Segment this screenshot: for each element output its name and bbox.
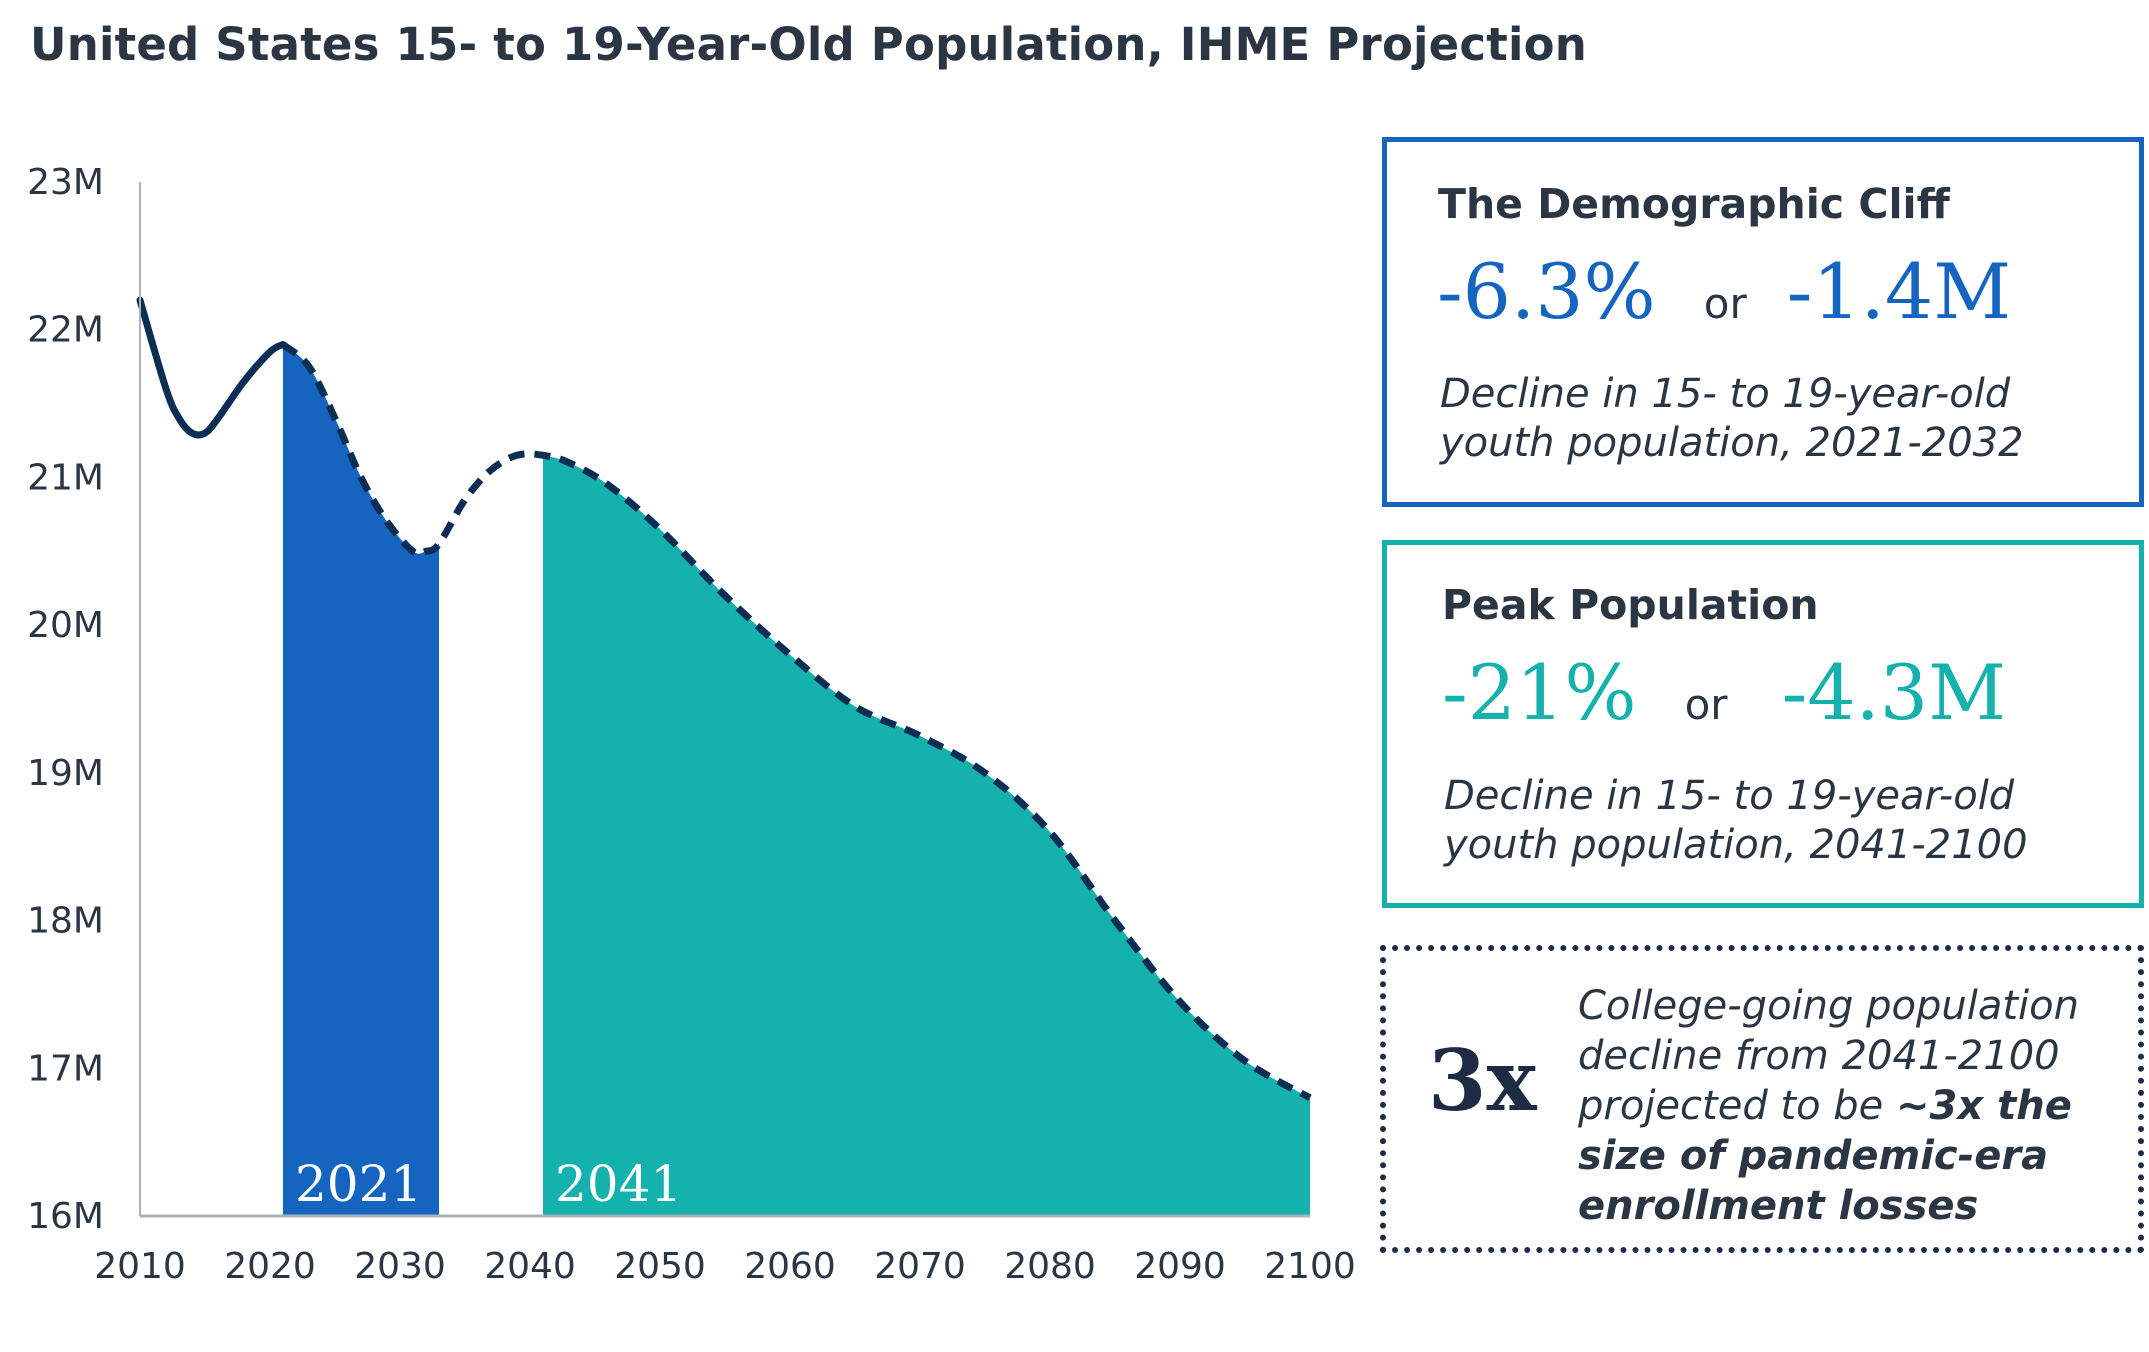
y-tick-label: 16M: [27, 1196, 104, 1237]
stat-row: -6.3% or -1.4M: [1437, 247, 2011, 336]
projection-line: [280, 341, 1312, 1101]
y-tick-label: 22M: [27, 310, 104, 351]
x-tick-label: 2090: [1134, 1246, 1226, 1287]
range-label-2041: 2041: [555, 1155, 682, 1213]
card-description: Decline in 15- to 19-year-old youth popu…: [1440, 370, 2024, 468]
stat-row: -21% or -4.3M: [1442, 648, 2006, 737]
range-label-2021: 2021: [295, 1155, 422, 1213]
absolute-value: -1.4M: [1786, 247, 2012, 336]
highlight-areas: [283, 344, 1310, 1216]
description-line: youth population, 2021-2032: [1440, 420, 2024, 466]
card-heading: Peak Population: [1442, 581, 1819, 629]
population-chart: 16M 17M 18M 19M 20M 21M 22M 23M 2010 2020 2030 2040…: [27, 162, 1356, 1287]
note-bold: ~3x the size of pandemic-era enrollment …: [1578, 1083, 2072, 1229]
note-plain: College-going population decline from 20…: [1578, 983, 2079, 1129]
y-tick-label: 17M: [27, 1048, 104, 1089]
x-tick-label: 2030: [354, 1246, 446, 1287]
x-tick-label: 2040: [484, 1246, 576, 1287]
card-description: Decline in 15- to 19-year-old youth popu…: [1444, 772, 2028, 870]
or-label: or: [1703, 279, 1747, 328]
three-x-label: 3x: [1428, 1031, 1537, 1130]
series-lines: [136, 296, 1312, 1101]
absolute-value: -4.3M: [1781, 648, 2006, 737]
description-line: Decline in 15- to 19-year-old: [1440, 371, 2011, 417]
y-tick-label: 19M: [27, 753, 104, 794]
x-tick-label: 2020: [224, 1246, 316, 1287]
x-tick-label: 2100: [1264, 1246, 1356, 1287]
x-tick-label: 2060: [744, 1246, 836, 1287]
demographic-cliff-card: The Demographic Cliff -6.3% or -1.4M Decli…: [1382, 137, 2144, 507]
range-area-2021: [283, 344, 439, 1216]
range-labels: 2021 2041: [295, 1155, 682, 1213]
description-line: Decline in 15- to 19-year-old: [1444, 773, 2015, 819]
y-tick-label: 18M: [27, 901, 104, 942]
description-line: youth population, 2041-2100: [1444, 822, 2028, 868]
x-tick-label: 2080: [1004, 1246, 1096, 1287]
y-tick-label: 23M: [27, 162, 104, 203]
three-x-note-card: 3x College-going population decline from…: [1380, 945, 2144, 1253]
axes: 16M 17M 18M 19M 20M 21M 22M 23M 2010 2020 2030 2040…: [27, 162, 1356, 1287]
x-tick-label: 2010: [94, 1246, 186, 1287]
range-area-2041: [543, 455, 1310, 1216]
chart-title: United States 15- to 19-Year-Old Populat…: [30, 18, 1587, 71]
y-tick-label: 20M: [27, 605, 104, 646]
x-tick-label: 2070: [874, 1246, 966, 1287]
percent-value: -6.3%: [1437, 247, 1656, 336]
percent-value: -21%: [1442, 648, 1637, 737]
peak-population-card: Peak Population -21% or -4.3M Decline in 1…: [1382, 540, 2144, 908]
or-label: or: [1684, 680, 1728, 729]
card-heading: The Demographic Cliff: [1438, 180, 1950, 228]
note-text: College-going population decline from 20…: [1578, 981, 2118, 1231]
historical-line: [136, 296, 287, 439]
x-tick-label: 2050: [614, 1246, 706, 1287]
y-tick-label: 21M: [27, 457, 104, 498]
